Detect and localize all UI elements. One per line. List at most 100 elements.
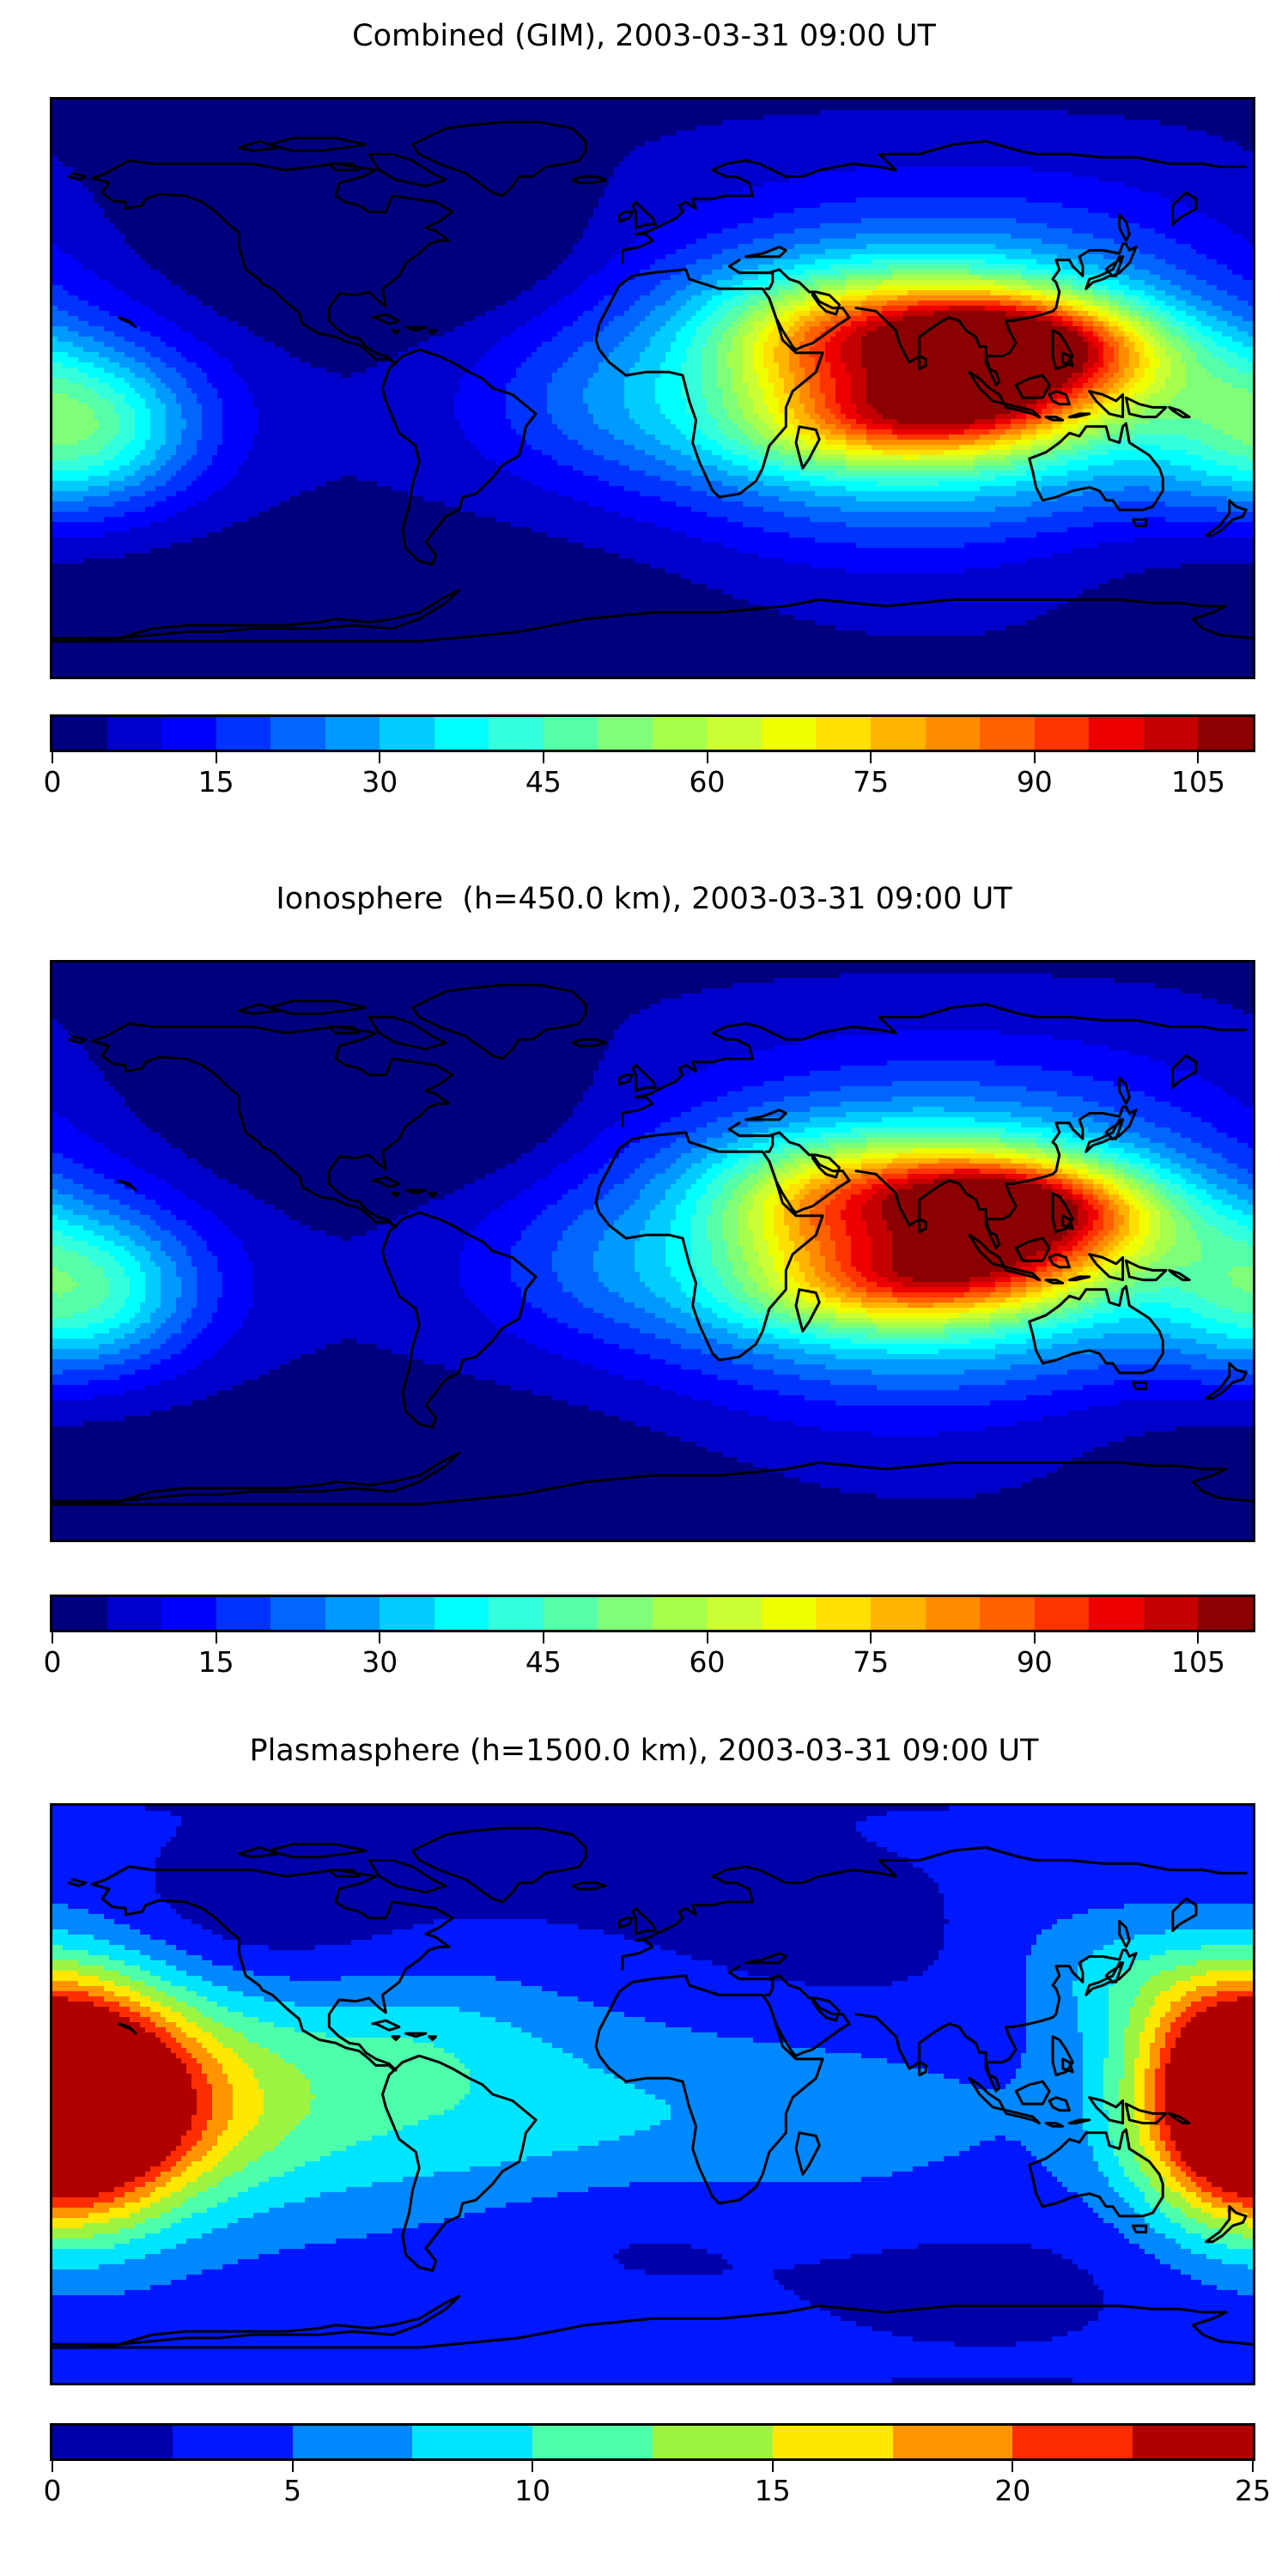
coastline-path xyxy=(52,598,1253,643)
colorbar-tick-label: 30 xyxy=(361,1645,398,1679)
coastline-path xyxy=(52,588,461,643)
colorbar-tick-mark xyxy=(706,1632,708,1643)
colorbar-tick-mark xyxy=(532,2461,534,2472)
coastline-path xyxy=(267,1843,368,1859)
colorbar-band xyxy=(489,1597,544,1630)
coastline-path xyxy=(1061,2057,1074,2074)
coastline-path xyxy=(404,1188,428,1195)
coastline-path xyxy=(1061,351,1074,368)
colorbar-tick-mark xyxy=(870,1632,872,1643)
colorbar-band xyxy=(652,2426,773,2458)
colorbar-tick-mark xyxy=(771,2461,774,2472)
colorbar-tick-label: 90 xyxy=(1016,1645,1053,1679)
coastline-path xyxy=(1088,1253,1125,1282)
coastline-path xyxy=(1014,374,1051,399)
panel-title-combined-gim: Combined (GIM), 2003-03-31 09:00 UT xyxy=(352,19,936,53)
colorbar-band xyxy=(1198,1597,1253,1630)
coastline-path xyxy=(768,2003,798,2057)
colorbar-band xyxy=(52,1597,107,1630)
colorbar-tick-label: 0 xyxy=(43,2474,62,2507)
colorbar-tick-label: 30 xyxy=(361,765,398,799)
coastline-path xyxy=(1124,396,1168,419)
colorbar-band xyxy=(1133,2426,1253,2458)
coastline-path xyxy=(1067,412,1091,419)
coastline-path xyxy=(571,1038,608,1048)
coastline-path xyxy=(428,2035,438,2041)
coastline-path xyxy=(1084,1118,1125,1153)
colorbar-tick-mark xyxy=(1197,1632,1200,1643)
colorbar-band xyxy=(1089,1597,1144,1630)
coastline-path xyxy=(327,1025,361,1035)
colorbar-tick-mark xyxy=(542,752,544,763)
coastline-path xyxy=(1028,2128,1164,2218)
colorbar-tick-label: 25 xyxy=(1235,2474,1271,2507)
coastline-path xyxy=(571,175,608,185)
panel-title-ionosphere: Ionosphere (h=450.0 km), 2003-03-31 09:0… xyxy=(276,882,1012,916)
coastline-path xyxy=(52,2304,1253,2349)
coastline-path xyxy=(1118,1076,1131,1105)
colorbar-tick-mark xyxy=(215,752,217,763)
coastline-path xyxy=(631,1064,658,1092)
coastline-path xyxy=(1088,390,1125,419)
coastline-path xyxy=(410,983,587,1060)
coastline-path xyxy=(1067,1275,1091,1282)
colorbar-tick-mark xyxy=(379,752,381,763)
coastline-path xyxy=(594,268,824,499)
colorbar-combined-gim: 0 15 30 45 60 75 90 105 xyxy=(44,714,1255,796)
coastline-path xyxy=(594,1131,824,1362)
colorbar-tick-mark xyxy=(706,752,708,763)
coastline-path xyxy=(744,1952,787,1965)
coastline-path xyxy=(1051,1192,1074,1234)
coastline-path xyxy=(1168,2111,1191,2125)
coastline-path xyxy=(1131,518,1148,527)
coastline-path xyxy=(118,2022,137,2035)
colorbar-band xyxy=(652,717,708,750)
colorbar-tick-label: 90 xyxy=(1016,765,1053,799)
map-axes-plasmasphere xyxy=(50,1803,1255,2385)
colorbar-band xyxy=(106,717,162,750)
colorbar-band xyxy=(52,2426,173,2458)
coastline-path xyxy=(52,1461,1253,1506)
colorbar-band xyxy=(325,717,380,750)
coastline-path xyxy=(854,1105,1138,1249)
colorbar-band xyxy=(816,1597,871,1630)
coastline-path xyxy=(381,1211,538,1429)
coastlines xyxy=(52,1826,1253,2349)
colorbar-gradient-plasmasphere xyxy=(50,2423,1255,2461)
coastline-path xyxy=(594,1974,824,2205)
coastline-path xyxy=(768,1974,851,2057)
colorbar-tick-label: 60 xyxy=(689,765,726,799)
colorbar-tick-mark xyxy=(1033,1632,1036,1643)
coastline-path xyxy=(744,1109,787,1121)
coastline-path xyxy=(410,120,587,197)
map-axes-ionosphere xyxy=(50,960,1255,1542)
colorbar-band xyxy=(892,2426,1013,2458)
coastline-path xyxy=(617,210,635,223)
coastline-path xyxy=(91,1022,454,1229)
coastline-path xyxy=(327,1868,361,1878)
coastline-path xyxy=(1067,2118,1091,2125)
colorbar-tick-mark xyxy=(379,1632,381,1643)
coastline-path xyxy=(404,325,428,332)
colorbar-band xyxy=(1034,1597,1090,1630)
coastline-path xyxy=(1028,422,1164,512)
coastline-path xyxy=(571,1881,608,1891)
coastline-path xyxy=(91,1865,454,2072)
colorbar-band xyxy=(216,1597,271,1630)
colorbar-band xyxy=(543,717,598,750)
tec-field-raster xyxy=(52,1806,1253,2383)
coastline-path xyxy=(1084,255,1125,290)
colorbar-tick-mark xyxy=(52,1632,53,1643)
coastline-path xyxy=(1118,213,1131,242)
coastline-path xyxy=(371,313,401,325)
coastline-path xyxy=(238,1003,281,1016)
coastline-path xyxy=(1044,2122,1065,2128)
coastline-path xyxy=(768,1160,798,1214)
map-axes-combined-gim xyxy=(50,97,1255,679)
coastline-path xyxy=(1205,2205,1248,2244)
coastline-path xyxy=(91,159,454,366)
colorbar-tick-label: 75 xyxy=(853,1645,890,1679)
coastline-path xyxy=(1051,2035,1074,2077)
colorbar-band xyxy=(925,1597,981,1630)
coastline-path xyxy=(1084,1961,1125,1996)
